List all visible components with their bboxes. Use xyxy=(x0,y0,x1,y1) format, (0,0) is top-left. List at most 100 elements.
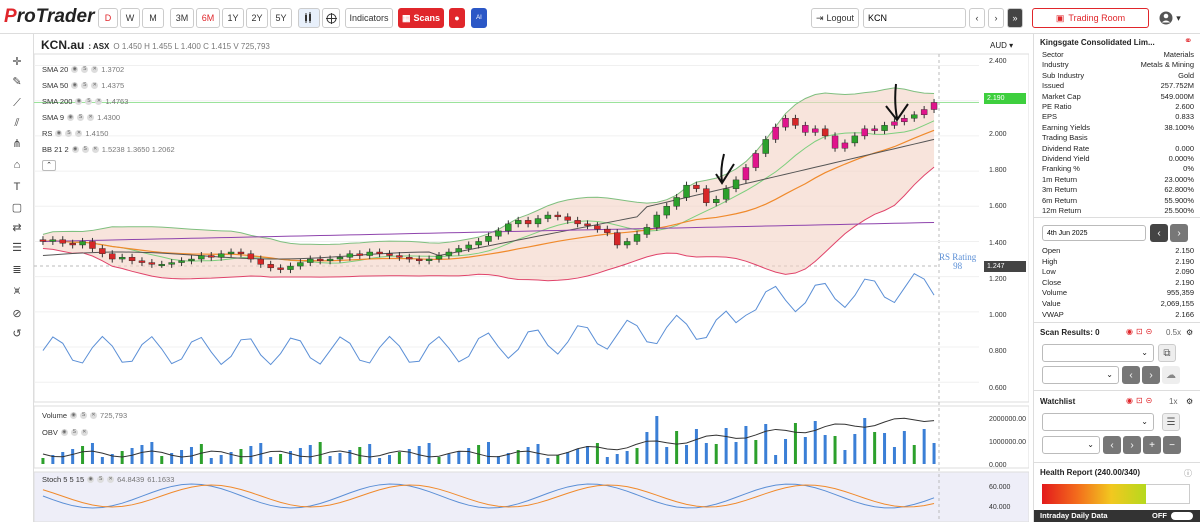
volume-bar xyxy=(704,443,708,464)
currency-select[interactable]: AUD ▾ xyxy=(990,41,1014,50)
chart-type-icon[interactable] xyxy=(298,8,320,28)
volume-bar xyxy=(635,448,639,464)
scans-button[interactable]: ▦ Scans xyxy=(398,8,444,28)
range-6m-button[interactable]: 6M xyxy=(196,8,220,28)
fork-icon[interactable]: ⋔ xyxy=(12,137,22,150)
watchlist-settings-icon[interactable]: ⚙ xyxy=(1186,397,1194,406)
period-weekly-button[interactable]: W xyxy=(120,8,140,28)
fibonacci-icon[interactable]: ≣ xyxy=(12,263,22,276)
watchlist-next-button[interactable]: › xyxy=(1123,436,1141,454)
next-symbol-button[interactable]: › xyxy=(988,8,1004,28)
candle xyxy=(99,248,106,254)
cloud-icon[interactable]: ☁ xyxy=(1162,366,1180,384)
volume-axis-label: 1000000.00 xyxy=(989,439,1026,446)
candle xyxy=(188,258,195,262)
overlay-label[interactable]: BB 21 2 ◉ S ✕ 1.5238 1.3650 1.2062 xyxy=(42,145,175,154)
record-icon[interactable]: ● xyxy=(449,8,465,28)
indicators-button[interactable]: Indicators xyxy=(345,8,393,28)
text-tool-icon[interactable]: T xyxy=(13,181,21,193)
candle xyxy=(396,255,403,258)
scan-settings-icon[interactable]: ⚙ xyxy=(1186,328,1194,337)
period-monthly-button[interactable]: M xyxy=(142,8,164,28)
volume-bar xyxy=(506,453,510,464)
collapse-icon[interactable]: » xyxy=(1007,8,1023,28)
symbol-search-input[interactable] xyxy=(863,8,966,28)
company-field-row: Earning Yields 38.100% xyxy=(1042,122,1194,132)
period-daily-button[interactable]: D xyxy=(98,8,118,28)
next-date-button[interactable]: › xyxy=(1170,224,1188,242)
volume-bar xyxy=(427,443,431,464)
watchlist-sort-select[interactable]: ⌄ xyxy=(1042,436,1100,454)
watchlist-add-button[interactable]: + xyxy=(1143,436,1161,454)
volume-bar xyxy=(912,445,916,464)
collapse-indicators-icon[interactable]: ⌃ xyxy=(42,160,56,171)
overlay-label[interactable]: SMA 200 ◉ S ✕ 1.4763 xyxy=(42,97,129,106)
scan-next-button[interactable]: › xyxy=(1142,366,1160,384)
trendline-icon[interactable]: ⟋ xyxy=(13,96,21,109)
intraday-header: Intraday Daily Data OFF xyxy=(1034,510,1200,522)
undo-icon[interactable]: ↺ xyxy=(12,327,22,340)
link-icon[interactable]: ⚭ xyxy=(1184,36,1193,47)
price-axis-label: 1.200 xyxy=(989,275,1007,283)
candle xyxy=(564,216,571,221)
watchlist-action-icons[interactable]: ◉⊡⊝ xyxy=(1126,396,1156,405)
rectangle-icon[interactable]: ▢ xyxy=(11,201,23,214)
prev-symbol-button[interactable]: ‹ xyxy=(969,8,985,28)
info-icon[interactable]: ⓘ xyxy=(1184,469,1192,478)
scan-zoom[interactable]: 0.5x xyxy=(1166,328,1182,337)
levels-icon[interactable]: ☰ xyxy=(12,241,22,254)
watchlist-label: Watchlist xyxy=(1040,397,1076,406)
price-chart[interactable] xyxy=(34,34,1029,522)
candle xyxy=(425,258,433,262)
watchlist-remove-button[interactable]: − xyxy=(1163,436,1181,454)
chart-area[interactable]: KCN.au : ASX O 1.450 H 1.455 L 1.400 C 1… xyxy=(34,34,1029,522)
top-toolbar: ProTrader D W M 3M 6M 1Y 2Y 5Y Indicator… xyxy=(0,0,1200,34)
crosshair-icon[interactable] xyxy=(322,8,340,28)
company-field-row: Dividend Yield 0.000% xyxy=(1042,154,1194,163)
channel-icon[interactable]: ⫽ xyxy=(14,116,20,129)
prev-date-button[interactable]: ‹ xyxy=(1150,224,1168,242)
ai-icon[interactable]: AI xyxy=(471,8,487,28)
volume-bar xyxy=(764,424,768,464)
user-avatar[interactable]: ▾ xyxy=(1153,8,1187,28)
overlay-label[interactable]: SMA 50 ◉ S ✕ 1.4375 xyxy=(42,81,125,90)
scan-action-icons[interactable]: ◉⊡⊝ xyxy=(1126,327,1156,336)
candle xyxy=(475,241,482,246)
intraday-toggle[interactable] xyxy=(1171,512,1193,520)
overlay-label[interactable]: SMA 9 ◉ S ✕ 1.4300 xyxy=(42,113,121,122)
volume-bar xyxy=(140,445,144,464)
ruler-icon[interactable]: ⩙ xyxy=(13,284,21,297)
chart-header: KCN.au : ASX O 1.450 H 1.455 L 1.400 C 1… xyxy=(41,38,270,52)
scan-sort-select[interactable]: ⌄ xyxy=(1042,366,1119,384)
candle xyxy=(79,241,86,246)
watchlist-zoom[interactable]: 1x xyxy=(1169,397,1178,406)
overlay-label[interactable]: RS ◉ S ✕ 1.4150 xyxy=(42,129,109,138)
copy-icon[interactable]: ⧉ xyxy=(1158,344,1176,362)
watchlist-prev-button[interactable]: ‹ xyxy=(1103,436,1121,454)
candle xyxy=(841,142,849,149)
candle xyxy=(69,243,76,246)
trading-room-button[interactable]: ▣ Trading Room xyxy=(1032,8,1149,28)
price-axis-label: 2.400 xyxy=(989,58,1007,65)
pattern-icon[interactable]: ⌂ xyxy=(13,159,21,171)
hand-arrow-annotation xyxy=(715,153,735,185)
scan-prev-button[interactable]: ‹ xyxy=(1122,366,1140,384)
date-input[interactable] xyxy=(1042,225,1146,241)
range-2y-button[interactable]: 2Y xyxy=(246,8,268,28)
magnet-icon[interactable]: ⊘ xyxy=(12,307,22,320)
range-1y-button[interactable]: 1Y xyxy=(222,8,244,28)
overlay-label[interactable]: SMA 20 ◉ S ✕ 1.3702 xyxy=(42,65,125,74)
protrader-logo[interactable]: ProTrader xyxy=(4,6,95,27)
watchlist-select[interactable]: ⌄ xyxy=(1042,413,1154,431)
volume-bar xyxy=(536,444,540,464)
volume-axis-label: 0.000 xyxy=(989,462,1007,469)
logout-button[interactable]: ⇥ Logout xyxy=(811,8,859,28)
range-3m-button[interactable]: 3M xyxy=(170,8,194,28)
range-5y-button[interactable]: 5Y xyxy=(270,8,292,28)
cursor-icon[interactable]: ✛ xyxy=(12,55,22,68)
scan-select[interactable]: ⌄ xyxy=(1042,344,1154,362)
pencil-icon[interactable]: ✎ xyxy=(12,75,22,88)
arrows-icon[interactable]: ⇄ xyxy=(12,221,22,234)
volume-bar xyxy=(288,451,292,464)
list-icon[interactable]: ☰ xyxy=(1162,413,1180,431)
